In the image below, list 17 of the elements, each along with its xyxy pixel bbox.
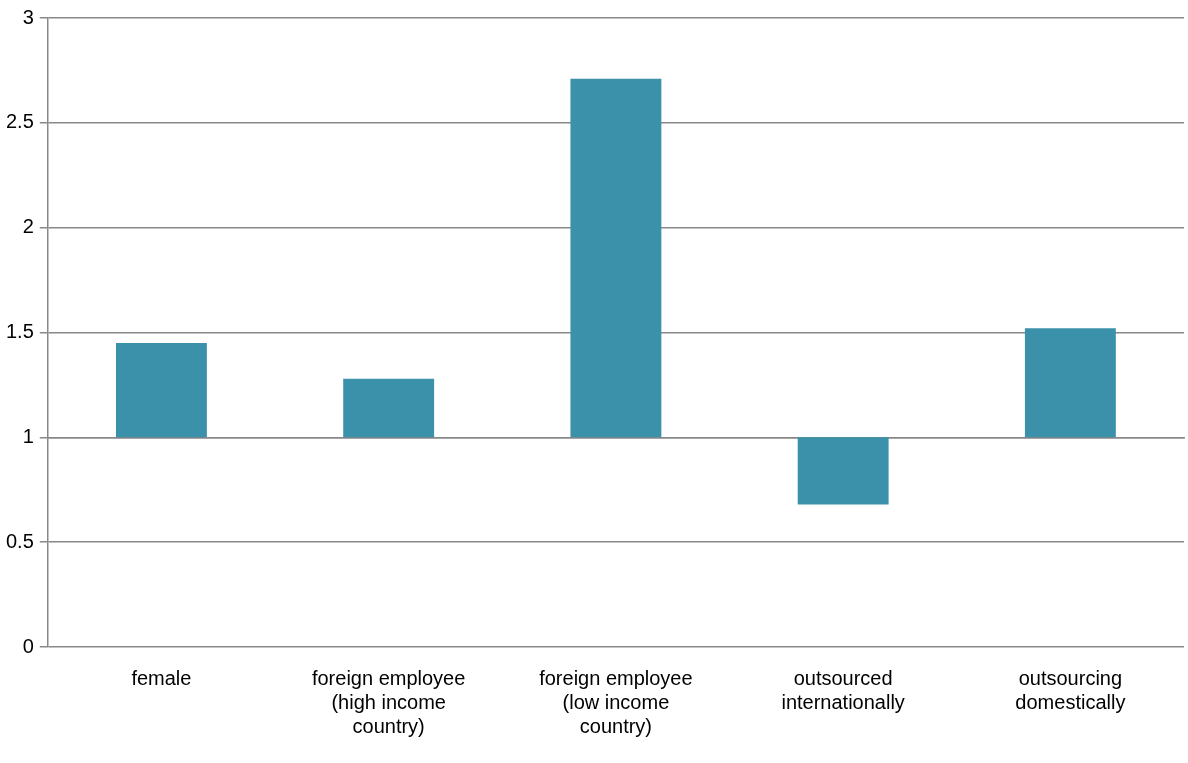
y-tick-label: 3 <box>22 5 34 28</box>
y-tick-label: 1.5 <box>5 320 34 343</box>
x-tick-label: foreign employee (high income country) <box>311 666 466 737</box>
x-tick-label: female <box>131 666 192 689</box>
bar <box>115 342 207 438</box>
y-tick-label: 1 <box>22 424 34 447</box>
y-tick-label: 0.5 <box>5 529 34 552</box>
x-tick-label: foreign employee (low income country) <box>539 666 693 737</box>
y-tick-label: 0 <box>22 634 34 657</box>
x-tick-label: outsourced internationally <box>781 666 905 713</box>
bar <box>797 437 889 505</box>
y-tick-label: 2.5 <box>5 110 34 133</box>
bar <box>570 78 662 438</box>
bar <box>343 378 435 438</box>
bar <box>1024 328 1116 438</box>
x-tick-label: outsourcing domestically <box>1015 666 1126 713</box>
y-tick-label: 2 <box>22 215 34 238</box>
